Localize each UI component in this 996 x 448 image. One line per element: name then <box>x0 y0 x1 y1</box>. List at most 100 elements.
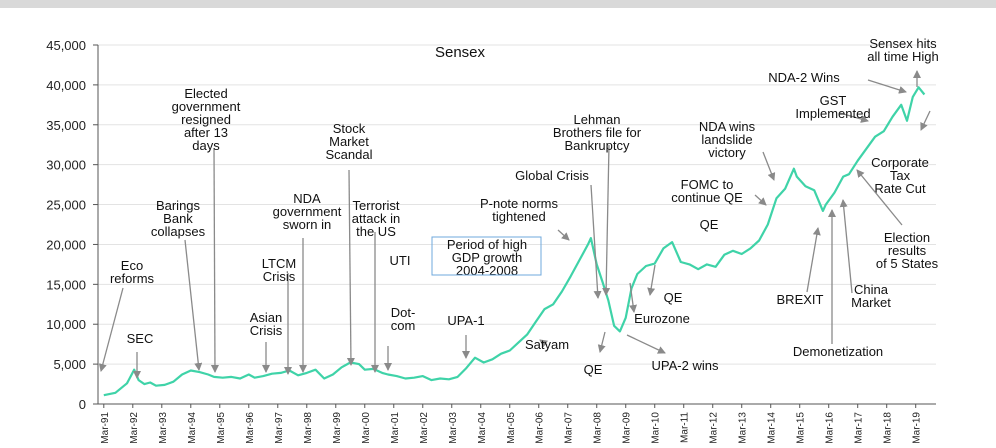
annotation-label: Sensex hits all time High <box>867 36 939 64</box>
top-bar <box>0 0 996 8</box>
x-tick-label: Mar-12 <box>709 412 720 444</box>
annotation-arrow <box>590 184 602 299</box>
annotation-label: Dot-com <box>391 305 416 333</box>
annotation-label: UTI <box>390 253 411 268</box>
x-tick-label: Mar-04 <box>477 412 488 444</box>
annotation-label: Election results of 5 States <box>876 230 939 271</box>
series-layer <box>103 86 926 397</box>
y-tick-label: 15,000 <box>46 277 86 292</box>
axis-layer: 0 5,000 10,000 15,000 20,000 25,000 30,000 35,0… <box>46 38 936 444</box>
annotation-label: Asian Crisis <box>250 310 283 338</box>
x-tick-label: Mar-94 <box>187 412 198 444</box>
annotation-arrow <box>597 331 606 353</box>
annotation-label: BREXIT <box>777 292 824 307</box>
y-tick-label: 0 <box>79 397 86 412</box>
annotation-arrow <box>839 199 853 294</box>
x-tick-label: Mar-16 <box>825 412 836 444</box>
x-tick-label: Mar-13 <box>738 412 749 444</box>
annotation-label: GST Implemented <box>795 93 870 121</box>
annotation-arrow <box>839 112 869 123</box>
annotation-arrow <box>629 282 638 313</box>
x-tick-label: Mar-11 <box>680 412 691 443</box>
annotation-arrow <box>210 147 219 373</box>
x-tick-label: Mar-18 <box>883 412 894 444</box>
annotation-label: Period of high GDP growth 2004-2008 <box>447 237 527 278</box>
y-tick-label: 20,000 <box>46 237 86 252</box>
x-tick-label: Mar-92 <box>129 412 140 444</box>
x-tick-label: Mar-91 <box>100 412 111 444</box>
annotation-arrow <box>346 169 355 366</box>
x-tick-label: Mar-00 <box>361 412 372 444</box>
x-tick-label: Mar-17 <box>854 412 865 444</box>
annotation-arrow <box>98 287 124 372</box>
annotation-label: NDA-2 Wins <box>768 70 840 85</box>
annotation-arrow <box>754 194 767 206</box>
x-tick-label: Mar-97 <box>274 412 285 444</box>
annotation-label: NDA wins landslide victory <box>699 119 756 160</box>
annotation-arrow <box>856 169 903 226</box>
x-tick-label: Mar-14 <box>767 412 778 444</box>
annotation-label: China Market <box>851 282 891 310</box>
annotation-arrow <box>647 264 656 296</box>
x-tick-label: Mar-01 <box>390 412 401 444</box>
x-tick-label: Mar-03 <box>448 412 459 444</box>
x-tick-label: Mar-99 <box>332 412 343 444</box>
annotation-arrow <box>867 79 907 94</box>
annotation-arrow <box>762 151 776 181</box>
x-tick-label: Mar-02 <box>419 412 430 444</box>
x-tick-label: Mar-05 <box>506 412 517 444</box>
annotation-label: LTCM Crisis <box>262 256 296 284</box>
annotation-label: QE <box>700 217 719 232</box>
x-tick-label: Mar-98 <box>303 412 314 444</box>
annotation-label: Barings Bank collapses <box>151 198 206 239</box>
annotation-label: UPA-1 <box>447 313 484 328</box>
annotation-arrow <box>602 144 611 296</box>
chart-title: Sensex <box>435 44 486 61</box>
annotation-arrow <box>557 229 570 241</box>
annotation-label: UPA-2 wins <box>652 358 719 373</box>
x-tick-label: Mar-19 <box>912 412 923 444</box>
annotation-label: Stock Market Scandal <box>326 121 373 162</box>
annotation-arrow <box>184 239 203 371</box>
y-tick-label: 10,000 <box>46 317 86 332</box>
y-tick-label: 25,000 <box>46 198 86 213</box>
annotation-label: Corporate Tax Rate Cut <box>871 155 929 196</box>
annotation-label: NDA government sworn in <box>273 191 342 232</box>
y-tick-label: 40,000 <box>46 78 86 93</box>
annotation-label: QE <box>584 362 603 377</box>
sensex-series-line <box>103 86 926 397</box>
annotation-label: Global Crisis <box>515 168 589 183</box>
annotation-label: QE <box>664 290 683 305</box>
x-tick-label: Mar-10 <box>651 412 662 444</box>
grid-layer <box>98 44 936 365</box>
annotation-arrow <box>920 110 931 131</box>
annotation-label: Satyam <box>525 337 569 352</box>
annotation-arrow <box>806 227 821 293</box>
gdp-period-box <box>431 236 542 276</box>
annotation-arrow <box>626 334 666 354</box>
x-tick-label: Mar-06 <box>535 412 546 444</box>
annotation-label: SEC <box>127 331 154 346</box>
x-tick-label: Mar-96 <box>245 412 256 444</box>
annotation-label: Eurozone <box>634 311 690 326</box>
annotation-label: Eco reforms <box>110 258 155 286</box>
y-tick-label: 5,000 <box>53 357 86 372</box>
annotation-arrow <box>539 339 549 348</box>
y-tick-label: 35,000 <box>46 118 86 133</box>
annotation-label: P-note norms tightened <box>480 196 559 224</box>
x-tick-label: Mar-08 <box>593 412 604 444</box>
x-tick-label: Mar-15 <box>796 412 807 444</box>
annotation-layer: Sensex hits all time High NDA-2 Wins GST Imp… <box>98 36 939 379</box>
x-tick-label: Mar-09 <box>622 412 633 444</box>
y-tick-label: 30,000 <box>46 158 86 173</box>
x-tick-label: Mar-07 <box>564 412 575 444</box>
annotation-label: Elected government resigned after 13 days <box>172 86 241 153</box>
annotation-label: Demonetization <box>793 344 883 359</box>
annotation-label: FOMC to continue QE <box>671 177 743 205</box>
annotation-label: Terrorist attack in the US <box>352 198 400 239</box>
annotation-label: Lehman Brothers file for Bankruptcy <box>553 112 642 153</box>
y-tick-label: 45,000 <box>46 38 86 53</box>
x-tick-label: Mar-93 <box>158 412 169 444</box>
x-tick-label: Mar-95 <box>216 412 227 444</box>
